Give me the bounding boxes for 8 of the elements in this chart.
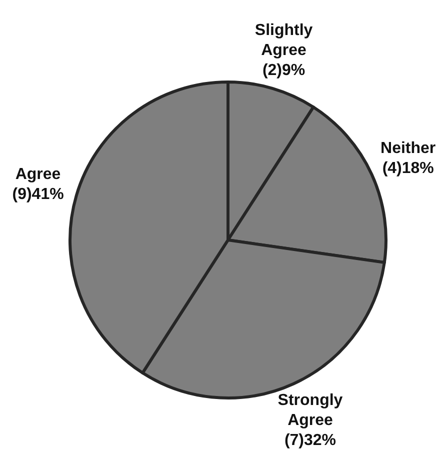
data-label: (4)18% <box>382 159 434 176</box>
data-label: (2)9% <box>262 62 306 79</box>
slice-label: Slightly Agree <box>254 22 313 59</box>
data-label: (7)32% <box>284 432 336 449</box>
slice-label: Strongly Agree <box>278 392 343 429</box>
data-label: (9)41% <box>12 186 64 203</box>
slice-label: Agree <box>15 166 61 183</box>
slice-label: Neither <box>380 139 436 156</box>
